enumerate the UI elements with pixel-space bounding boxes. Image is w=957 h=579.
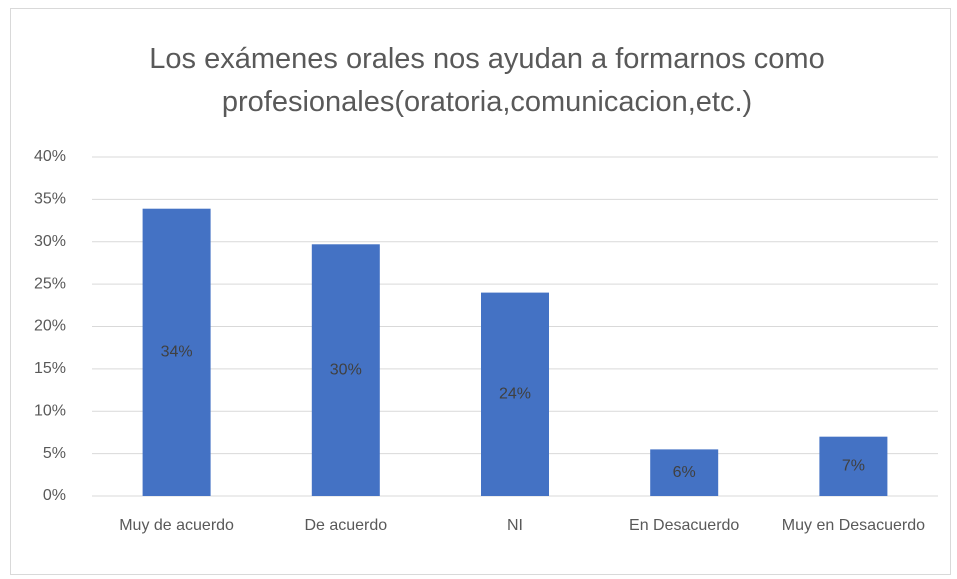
data-label: 30% xyxy=(330,361,362,378)
data-label: 34% xyxy=(161,344,193,361)
bar xyxy=(142,208,211,496)
y-tick-label: 25% xyxy=(34,275,66,292)
y-tick-label: 20% xyxy=(34,318,66,335)
data-label: 24% xyxy=(499,386,531,403)
y-tick-label: 30% xyxy=(34,233,66,250)
x-tick-label: De acuerdo xyxy=(304,517,388,534)
bar xyxy=(481,292,549,496)
x-tick-label: NI xyxy=(507,517,523,534)
x-tick-label: Muy de acuerdo xyxy=(119,517,234,534)
y-tick-label: 10% xyxy=(34,402,66,419)
y-tick-label: 35% xyxy=(34,191,66,208)
bar xyxy=(819,436,888,496)
data-label: 6% xyxy=(673,464,696,481)
x-tick-label: En Desacuerdo xyxy=(629,517,740,534)
chart-title: Los exámenes orales nos ayudan a formarn… xyxy=(149,43,825,118)
y-tick-label: 5% xyxy=(43,445,66,462)
y-tick-label: 15% xyxy=(34,360,66,377)
bar xyxy=(311,244,380,496)
y-tick-label: 40% xyxy=(34,148,66,165)
x-tick-label: Muy en Desacuerdo xyxy=(781,517,925,534)
bar xyxy=(650,449,719,496)
data-label: 7% xyxy=(842,458,865,475)
y-tick-label: 0% xyxy=(43,487,66,504)
